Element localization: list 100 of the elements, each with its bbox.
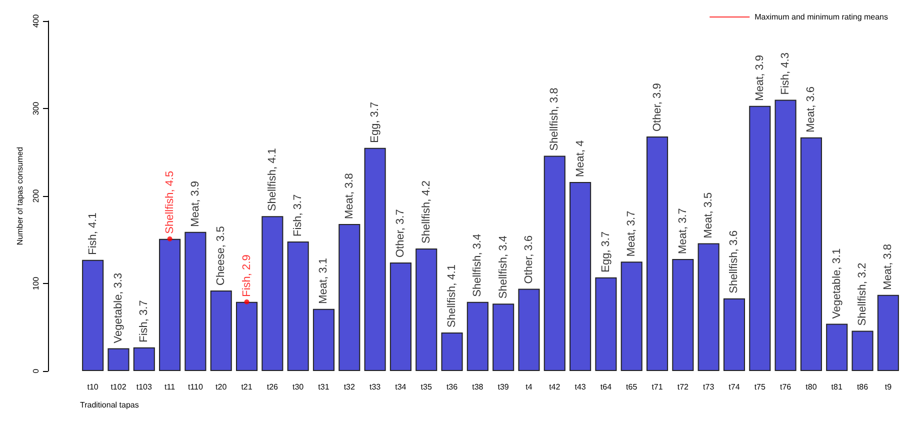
x-tick-label: t35 bbox=[420, 382, 432, 392]
x-tick-label: t81 bbox=[831, 382, 843, 392]
bar bbox=[877, 294, 899, 371]
bar bbox=[698, 243, 720, 371]
x-tick-label: t34 bbox=[395, 382, 407, 392]
bar bbox=[544, 156, 566, 371]
bar bbox=[416, 248, 438, 371]
bar bbox=[364, 148, 386, 371]
annotation: Meat, 3.8 bbox=[343, 173, 356, 219]
x-tick-label: t72 bbox=[677, 382, 690, 392]
bar bbox=[595, 277, 617, 371]
x-tick-label: t102 bbox=[110, 382, 127, 392]
bar bbox=[108, 348, 130, 371]
x-tick-label: t86 bbox=[856, 382, 869, 392]
x-tick-label: t65 bbox=[626, 382, 638, 392]
bar bbox=[570, 182, 592, 371]
bar bbox=[133, 347, 155, 371]
annotation: Shellfish, 3.8 bbox=[548, 88, 561, 151]
annotation: Vegetable, 3.1 bbox=[830, 248, 843, 319]
annotation: Other, 3.7 bbox=[394, 209, 407, 258]
x-tick-label: t10 bbox=[87, 382, 99, 392]
annotation: Fish, 3.7 bbox=[292, 194, 304, 236]
x-tick-label: t36 bbox=[446, 382, 458, 392]
bar bbox=[518, 288, 540, 371]
x-tick-label: t64 bbox=[600, 382, 612, 392]
annotation: Meat, 3.5 bbox=[702, 192, 715, 238]
bar bbox=[338, 224, 360, 371]
x-tick-label: t31 bbox=[318, 382, 330, 392]
y-tick-label: 200 bbox=[32, 188, 40, 203]
x-tick-label: t76 bbox=[780, 382, 792, 392]
y-axis-title: Number of tapas consumed bbox=[16, 146, 25, 246]
legend-label: Maximum and minimum rating means bbox=[754, 12, 888, 22]
annotation: Fish, 2.9 bbox=[240, 254, 253, 297]
annotation: Shellfish, 3.4 bbox=[472, 234, 484, 297]
annotation: Shellfish, 3.2 bbox=[856, 262, 869, 326]
annotation: Meat, 3.9 bbox=[189, 181, 202, 227]
bar bbox=[800, 137, 822, 371]
x-tick-label: t103 bbox=[136, 382, 152, 392]
bar bbox=[826, 324, 848, 371]
annotation: Shellfish, 4.5 bbox=[164, 170, 176, 234]
x-tick-label: t21 bbox=[241, 382, 253, 392]
annotation: Fish, 4.1 bbox=[86, 212, 99, 255]
bar bbox=[184, 232, 206, 371]
annotation: Shellfish, 4.2 bbox=[420, 180, 432, 244]
bar bbox=[620, 262, 642, 371]
annotation: Meat, 4 bbox=[574, 140, 586, 177]
bar bbox=[466, 302, 488, 371]
bar bbox=[723, 298, 746, 371]
x-tick-label: t20 bbox=[216, 382, 228, 392]
x-tick-label: t80 bbox=[806, 382, 818, 392]
annotation: Egg, 3.7 bbox=[369, 102, 382, 143]
x-tick-label: t4 bbox=[526, 382, 533, 392]
annotation: Fish, 4.3 bbox=[780, 52, 792, 95]
annotation: Vegetable, 3.3 bbox=[112, 272, 124, 344]
annotation: Shellfish, 4.1 bbox=[446, 264, 458, 328]
annotation: Meat, 3.8 bbox=[882, 244, 894, 290]
x-tick-label: t32 bbox=[344, 382, 356, 392]
bar bbox=[749, 106, 771, 371]
annotation: Other, 3.6 bbox=[522, 235, 535, 284]
bar bbox=[236, 302, 258, 371]
x-tick-label: t43 bbox=[574, 382, 586, 392]
annotation: Meat, 3.7 bbox=[676, 208, 689, 254]
x-tick-label: t9 bbox=[884, 382, 892, 392]
annotation: Shellfish, 3.6 bbox=[728, 230, 740, 294]
bar bbox=[287, 242, 309, 371]
annotation: Meat, 3.1 bbox=[318, 258, 330, 304]
bar bbox=[159, 238, 181, 371]
x-tick-label: t71 bbox=[652, 382, 664, 392]
annotation: Fish, 3.7 bbox=[138, 300, 150, 342]
y-tick-label: 400 bbox=[32, 14, 40, 28]
bar bbox=[852, 330, 874, 371]
annotation: Other, 3.9 bbox=[651, 83, 664, 132]
bar bbox=[312, 308, 335, 371]
bar bbox=[210, 290, 232, 371]
bar bbox=[672, 259, 694, 371]
x-tick-label: t38 bbox=[472, 382, 484, 392]
y-tick-label: 0 bbox=[32, 368, 40, 374]
x-tick-label: t74 bbox=[728, 382, 740, 392]
annotation: Cheese, 3.5 bbox=[215, 226, 228, 286]
x-tick-label: t26 bbox=[266, 382, 279, 392]
y-tick-label: 300 bbox=[32, 101, 40, 116]
x-axis-title: Traditional tapas bbox=[80, 400, 139, 410]
annotation: Meat, 3.7 bbox=[626, 210, 638, 257]
annotation: Shellfish, 3.4 bbox=[497, 236, 510, 299]
annotation: Meat, 3.9 bbox=[754, 55, 766, 101]
x-tick-label: t39 bbox=[498, 382, 510, 392]
x-tick-label: t75 bbox=[754, 382, 766, 392]
x-tick-label: t110 bbox=[188, 382, 204, 392]
bar bbox=[441, 332, 463, 371]
bar bbox=[646, 136, 668, 371]
bar bbox=[82, 260, 104, 371]
x-tick-label: t11 bbox=[164, 382, 176, 392]
bar bbox=[390, 262, 412, 371]
x-tick-label: t30 bbox=[292, 382, 304, 392]
bar bbox=[774, 100, 796, 371]
annotation: Egg, 3.7 bbox=[600, 231, 612, 272]
annotation: Shellfish, 4.1 bbox=[266, 148, 278, 212]
y-tick-label: 100 bbox=[32, 276, 40, 290]
bar bbox=[262, 216, 284, 371]
x-tick-label: t33 bbox=[369, 382, 382, 392]
